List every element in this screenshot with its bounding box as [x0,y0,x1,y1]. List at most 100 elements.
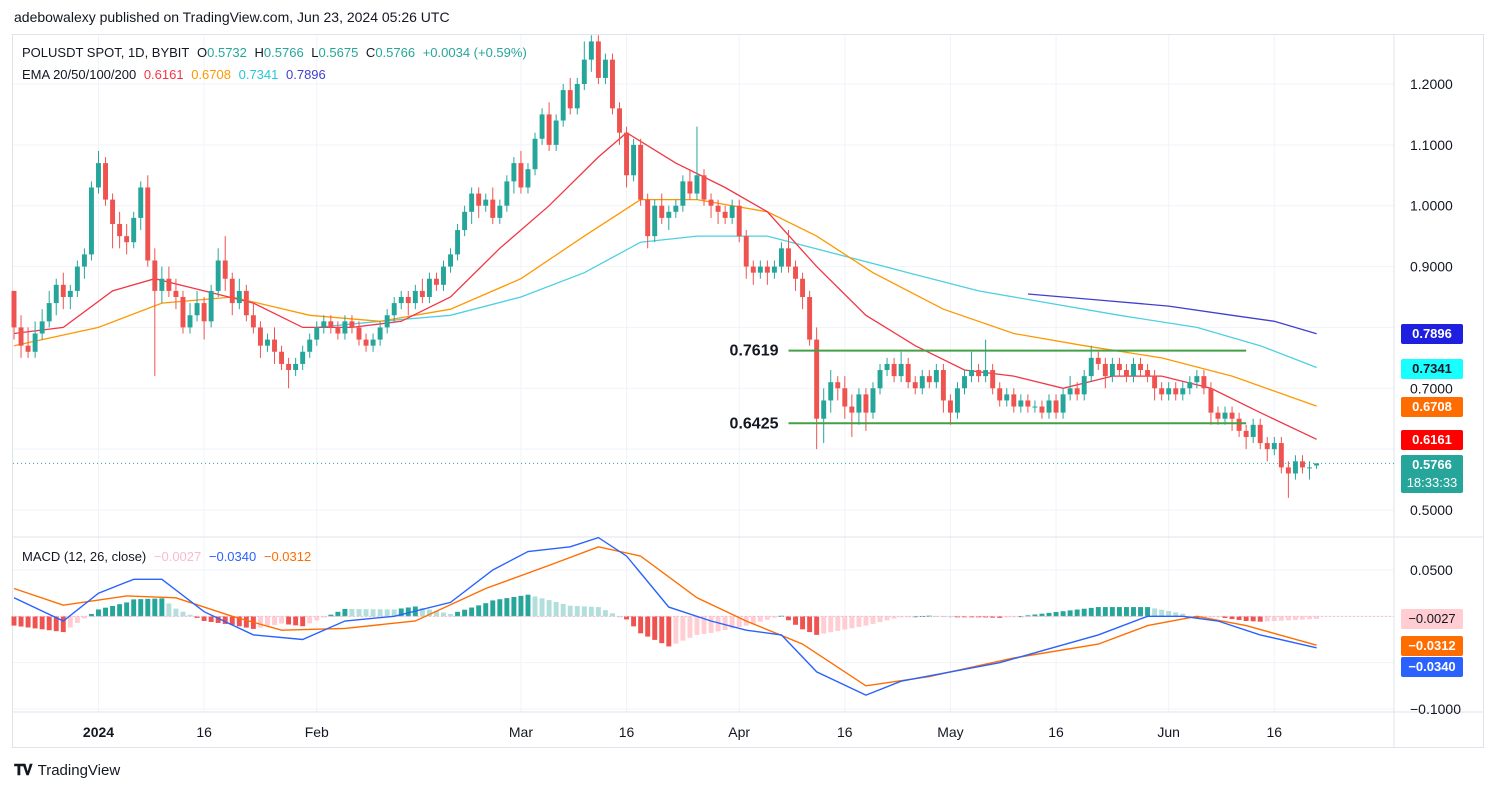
candle-body [412,290,418,304]
candle-body [1187,382,1193,389]
macd-legend[interactable]: MACD (12, 26, close) −0.0027 −0.0340 −0.… [22,549,315,564]
candle-body [786,248,791,267]
macd-histogram-bar [173,608,179,617]
macd-histogram-bar [870,616,876,624]
macd-histogram-bar [53,616,59,632]
macd-histogram-bar [800,616,806,630]
candle-body [1222,412,1228,419]
candle-body [877,370,883,389]
candle-body [743,236,749,267]
macd-histogram-bar [1095,607,1101,617]
candle-body [1236,418,1242,431]
symbol-name[interactable]: POLUSDT SPOT, 1D, BYBIT [22,45,190,60]
candle-body [257,327,263,346]
footer-brand[interactable]: 𝐓𝐕 TradingView [14,762,120,779]
candle-body [1180,388,1186,395]
time-tick-label: 16 [1048,724,1064,740]
macd-histogram-bar [476,605,482,617]
macd-histogram-bar [1102,607,1108,617]
candle-body [314,327,320,340]
time-tick-label: 16 [196,724,212,740]
macd-histogram-bar [419,607,425,617]
macd-histogram-bar [497,599,503,617]
macd-histogram-bar [1307,616,1312,620]
macd-histogram-bar [279,616,285,624]
candle-body [1264,443,1270,450]
candle-body [67,290,73,297]
macd-histogram-bar [363,609,369,617]
macd-hist-value: −0.0027 [153,549,202,564]
macd-histogram-bar [1152,608,1158,617]
candle-body [159,278,165,291]
macd-histogram-bar [1222,616,1228,618]
macd-histogram-bar [208,616,214,622]
macd-histogram-bar [1032,614,1038,617]
ema-label: EMA 20/50/100/200 [22,67,137,82]
macd-histogram-bar [152,598,158,617]
macd-histogram-bar [1300,616,1305,620]
macd-histogram-bar [25,616,31,628]
candle-body [1194,376,1200,383]
macd-histogram-bar [286,616,292,625]
macd-histogram-bar [997,616,1003,618]
ema20-line [13,131,1317,440]
candle-body [236,290,242,304]
macd-line [13,536,1317,696]
price-tick-label: 1.1000 [1410,137,1453,153]
macd-tick-label: −0.1000 [1410,701,1461,717]
macd-tick-label: 0.0500 [1410,562,1453,578]
level-label: 0.7619 [730,343,779,360]
macd-histogram-bar [1292,616,1298,620]
candle-body [215,260,221,291]
macd-histogram-bar [729,616,735,629]
candle-body [81,254,87,267]
macd-histogram-bar [1278,616,1284,621]
candle-body [638,144,644,200]
candle-body [39,321,45,334]
macd-histogram-bar [377,609,383,617]
candle-body [814,339,820,419]
last-price: 0.5766 [1412,457,1452,472]
candle-body [11,290,17,328]
candle-body [1278,443,1284,468]
candle-body [131,217,137,243]
candle-body [567,90,573,109]
macd-histogram-bar [96,609,101,617]
candle-body [1285,467,1291,474]
candle-body [1011,394,1017,407]
candle-body [384,315,390,328]
close-value: 0.5766 [375,45,416,60]
candle-body [1152,376,1158,389]
candle-body [272,339,277,352]
macd-histogram-bar [145,598,151,617]
macd-histogram-bar [117,604,123,617]
candle-body [1053,400,1059,413]
candle-body [631,144,637,176]
macd-histogram-bar [1264,616,1270,622]
open-value: 0.5732 [207,45,247,60]
candle-body [145,187,151,261]
macd-histogram-bar [673,616,679,644]
ema100-price-tag: 0.7341 [1401,359,1463,379]
ema100-value: 0.7341 [238,67,279,82]
candle-body [1292,461,1298,474]
candle-body [1138,363,1143,371]
tradingview-logo-icon: 𝐓𝐕 [14,762,33,779]
macd-histogram-bar [588,606,594,617]
macd-histogram-bar [821,616,827,634]
candle-body [300,351,306,364]
candle-body [476,193,482,206]
candle-body [110,199,116,224]
candle-body [933,370,939,383]
macd-histogram-bar [715,616,721,632]
candle-body [546,114,552,145]
publish-header: adebowalexy published on TradingView.com… [14,9,450,25]
candle-body [849,406,855,413]
ema-legend[interactable]: EMA 20/50/100/200 0.6161 0.6708 0.7341 0… [22,67,330,82]
macd-histogram-bar [983,616,989,618]
candle-body [497,205,503,218]
candle-body [370,339,376,346]
macd-histogram-bar [1159,609,1165,617]
macd-histogram-bar [835,616,841,631]
